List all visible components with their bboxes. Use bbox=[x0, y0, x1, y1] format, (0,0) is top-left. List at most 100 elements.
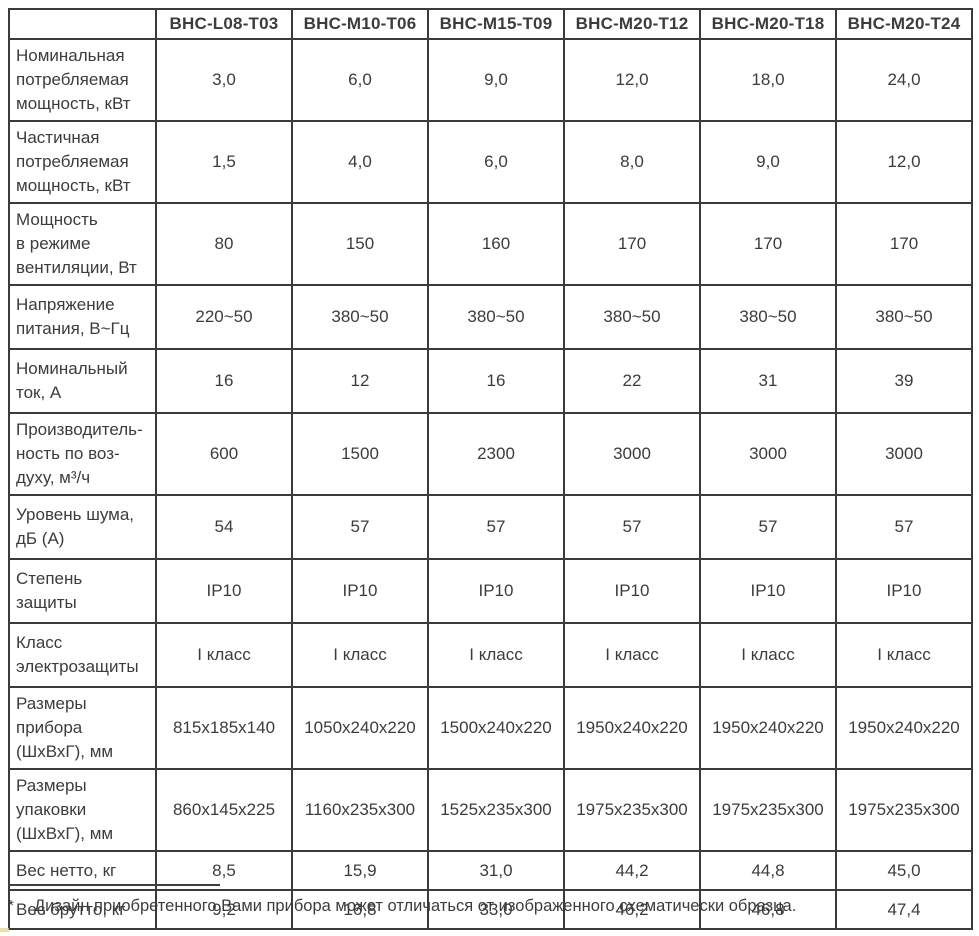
value-cell: 31 bbox=[699, 348, 837, 414]
table-row: Напряжение питания, В~Гц 220~50 380~50 380~5… bbox=[8, 284, 973, 350]
value-cell: 1950х240х220 bbox=[563, 686, 701, 770]
value-cell: 1525х235х300 bbox=[427, 768, 565, 852]
row-label-line: Номинальная bbox=[16, 46, 125, 65]
row-label-cell: Номинальная потребляемая мощность, кВт bbox=[8, 38, 157, 122]
table-row: Номинальный ток, А 16 12 16 22 31 39 bbox=[8, 348, 973, 414]
row-label-line: дБ (А) bbox=[16, 529, 65, 548]
value-cell: I класс bbox=[291, 622, 429, 688]
value-cell: 22 bbox=[563, 348, 701, 414]
row-label-line: в режиме bbox=[16, 234, 91, 253]
value-cell: 47,4 bbox=[835, 889, 973, 930]
value-cell: 150 bbox=[291, 202, 429, 286]
row-label-line: Частичная bbox=[16, 128, 100, 147]
value-cell: 6,0 bbox=[427, 120, 565, 204]
row-label-line: Степень bbox=[16, 569, 83, 588]
value-cell: 1500х240х220 bbox=[427, 686, 565, 770]
value-cell: 380~50 bbox=[563, 284, 701, 350]
value-cell: 8,0 bbox=[563, 120, 701, 204]
value-cell: 160 bbox=[427, 202, 565, 286]
table-row: Класс электрозащиты I класс I класс I класс I… bbox=[8, 622, 973, 688]
value-cell: 1950х240х220 bbox=[835, 686, 973, 770]
value-cell: 31,0 bbox=[427, 850, 565, 891]
row-label-cell: Частичная потребляемая мощность, кВт bbox=[8, 120, 157, 204]
row-label-line: Вес нетто, кг bbox=[16, 860, 117, 880]
value-cell: 33,0 bbox=[427, 889, 565, 930]
value-cell: 80 bbox=[155, 202, 293, 286]
value-cell: 1,5 bbox=[155, 120, 293, 204]
row-label-line: Размеры bbox=[16, 776, 87, 795]
row-label-line: упаковки bbox=[16, 800, 87, 819]
row-label-line: (ШхВхГ), мм bbox=[16, 742, 114, 761]
table-row: Мощность в режиме вентиляции, Вт 80 150 160 17… bbox=[8, 202, 973, 286]
row-label-line: ток, А bbox=[16, 383, 62, 402]
row-label-line: (ШхВхГ), мм bbox=[16, 824, 114, 843]
value-cell: 46,8 bbox=[699, 889, 837, 930]
value-cell: 9,0 bbox=[699, 120, 837, 204]
row-label-line: Напряжение bbox=[16, 295, 115, 314]
value-cell: 170 bbox=[835, 202, 973, 286]
value-cell: 18,0 bbox=[699, 38, 837, 122]
table-row: Производитель-ность по воз-духу, м³/ч 600… bbox=[8, 412, 973, 496]
row-label-cell: Производитель-ность по воз-духу, м³/ч bbox=[8, 412, 157, 496]
table-row: Частичная потребляемая мощность, кВт 1,5 4,0… bbox=[8, 120, 973, 204]
value-cell: 1950х240х220 bbox=[699, 686, 837, 770]
row-label-cell: Размеры упаковки (ШхВхГ), мм bbox=[8, 768, 157, 852]
row-label-cell: Номинальный ток, А bbox=[8, 348, 157, 414]
value-cell: 815х185х140 bbox=[155, 686, 293, 770]
value-cell: IP10 bbox=[291, 558, 429, 624]
value-cell: 170 bbox=[699, 202, 837, 286]
value-cell: 15,9 bbox=[291, 850, 429, 891]
row-label-line: электрозащиты bbox=[16, 657, 139, 676]
footnote-text: Дизайн приобретенного Вами прибора может… bbox=[34, 897, 797, 915]
value-cell: 16 bbox=[155, 348, 293, 414]
value-cell: 57 bbox=[563, 494, 701, 560]
row-label-line: потребляемая bbox=[16, 70, 129, 89]
value-cell: IP10 bbox=[563, 558, 701, 624]
footnote-rule bbox=[8, 884, 220, 886]
value-cell: 46,2 bbox=[563, 889, 701, 930]
table-row: Вес брутто, кг 9,2 16,8 33,0 46,2 46,8 47,4 bbox=[8, 889, 973, 930]
value-cell: 9,0 bbox=[427, 38, 565, 122]
row-label-line: Мощность bbox=[16, 210, 98, 229]
column-header: BHC-M10-T06 bbox=[291, 8, 429, 40]
value-cell: IP10 bbox=[155, 558, 293, 624]
value-cell: 220~50 bbox=[155, 284, 293, 350]
value-cell: 1050х240х220 bbox=[291, 686, 429, 770]
value-cell: I класс bbox=[699, 622, 837, 688]
table-body: Номинальная потребляемая мощность, кВт 3,0 6… bbox=[8, 38, 973, 930]
column-header: BHC-M20-T24 bbox=[835, 8, 973, 40]
table-row: Номинальная потребляемая мощность, кВт 3,0 6… bbox=[8, 38, 973, 122]
row-label-line: Номинальный bbox=[16, 359, 128, 378]
value-cell: 380~50 bbox=[291, 284, 429, 350]
value-cell: 44,8 bbox=[699, 850, 837, 891]
value-cell: 57 bbox=[427, 494, 565, 560]
value-cell: 3000 bbox=[699, 412, 837, 496]
value-cell: 1500 bbox=[291, 412, 429, 496]
row-label-line: вентиляции, Вт bbox=[16, 258, 137, 277]
header-row: BHC-L08-T03 BHC-M10-T06 BHC-M15-T09 BHC-M20… bbox=[8, 8, 973, 40]
row-label-line: Производитель- bbox=[16, 420, 143, 439]
footnote: * Дизайн приобретенного Вами прибора мож… bbox=[8, 897, 968, 916]
value-cell: 12,0 bbox=[563, 38, 701, 122]
value-cell: IP10 bbox=[835, 558, 973, 624]
value-cell: 860х145х225 bbox=[155, 768, 293, 852]
row-label-cell: Степень защиты bbox=[8, 558, 157, 624]
value-cell: 3000 bbox=[835, 412, 973, 496]
value-cell: IP10 bbox=[427, 558, 565, 624]
row-label-line: мощность, кВт bbox=[16, 176, 131, 195]
value-cell: 9,2 bbox=[155, 889, 293, 930]
value-cell: 600 bbox=[155, 412, 293, 496]
row-label-line: мощность, кВт bbox=[16, 94, 131, 113]
value-cell: 8,5 bbox=[155, 850, 293, 891]
row-label-line: Класс bbox=[16, 633, 63, 652]
value-cell: 57 bbox=[291, 494, 429, 560]
row-label-cell: Вес брутто, кг bbox=[8, 889, 157, 930]
value-cell: I класс bbox=[563, 622, 701, 688]
value-cell: 16 bbox=[427, 348, 565, 414]
value-cell: I класс bbox=[155, 622, 293, 688]
value-cell: 54 bbox=[155, 494, 293, 560]
row-label-cell: Размеры прибора (ШхВхГ), мм bbox=[8, 686, 157, 770]
table-row: Уровень шума, дБ (А) 54 57 57 57 57 57 bbox=[8, 494, 973, 560]
value-cell: 170 bbox=[563, 202, 701, 286]
value-cell: 380~50 bbox=[427, 284, 565, 350]
